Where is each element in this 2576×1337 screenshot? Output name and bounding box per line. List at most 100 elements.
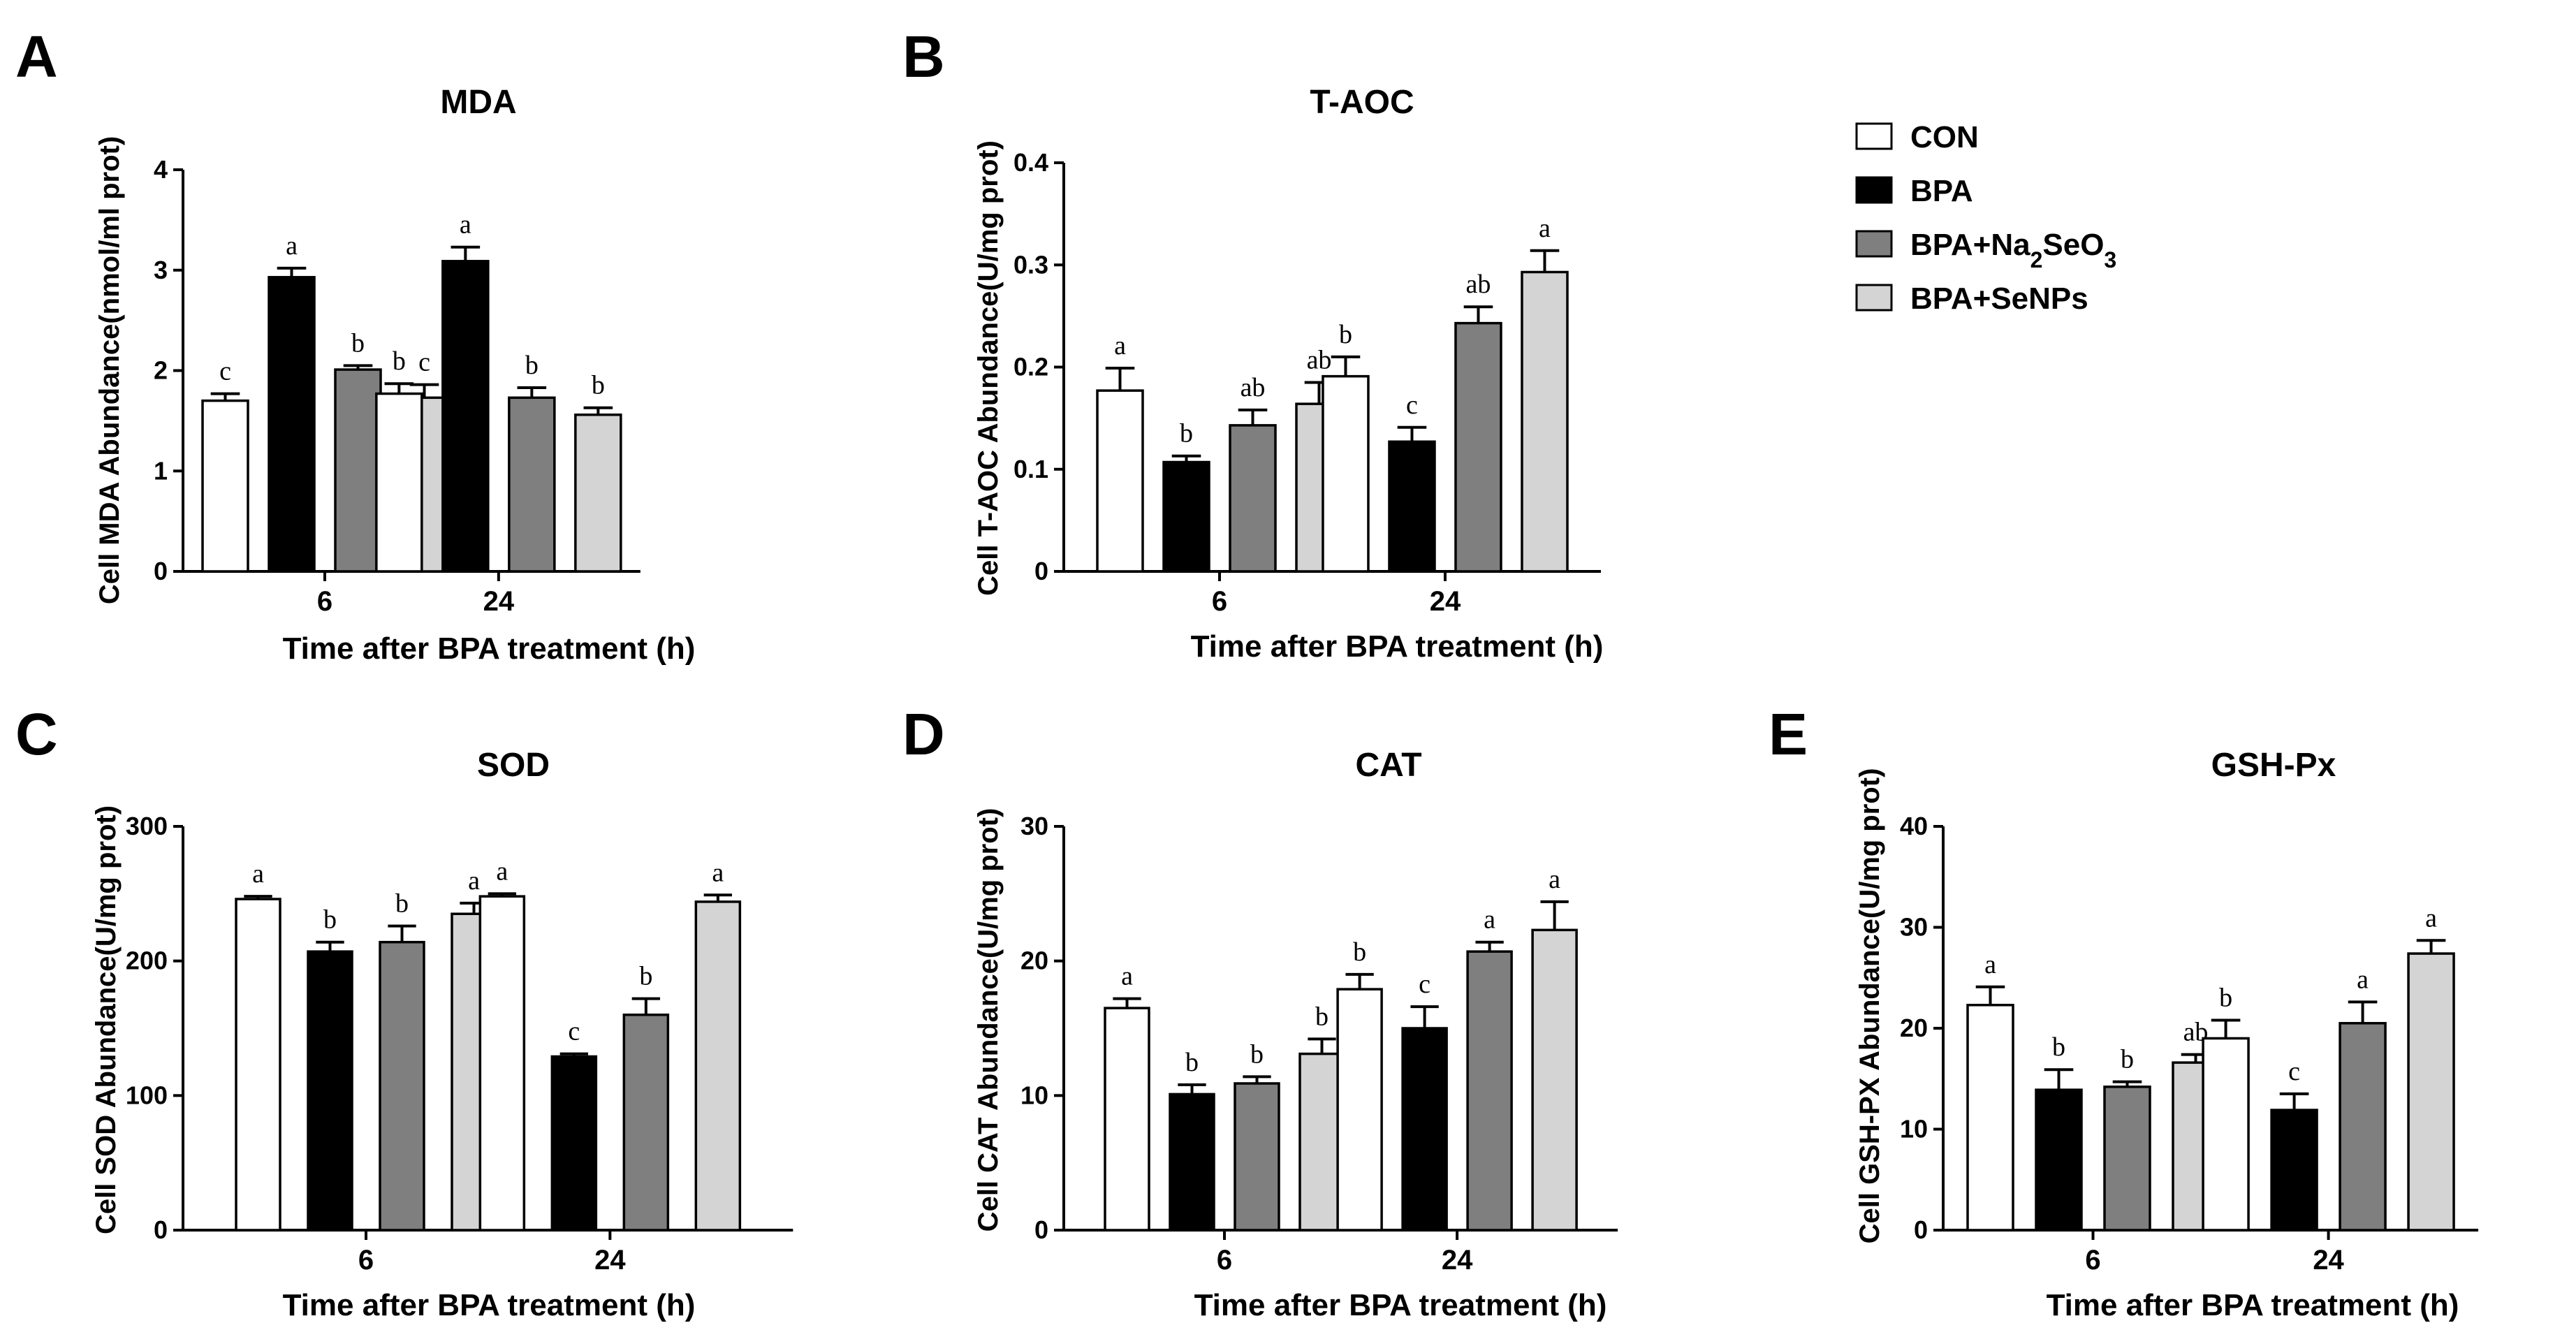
panel-a-y-tick-label: 0 bbox=[154, 557, 168, 585]
panel-e-y-tick-label: 10 bbox=[1900, 1115, 1928, 1144]
panel-a-bar-bpa-senps-24 bbox=[574, 414, 622, 573]
panel-letter-a: A bbox=[15, 24, 58, 89]
panel-a-bar-bpa-24 bbox=[441, 260, 490, 573]
panel-e-bar-bpa-na2seo3-24 bbox=[2339, 1022, 2387, 1232]
panel-b-sig-letter-bpa-na2seo3-6: ab bbox=[1241, 373, 1266, 402]
panel-c-y-axis-label: Cell SOD Abundance(U/mg prot) bbox=[91, 805, 122, 1234]
panel-b-sig-letter-bpa-24: c bbox=[1406, 390, 1418, 420]
panel-d-y-tick-label: 10 bbox=[1020, 1081, 1048, 1109]
panel-b-y-axis-label: Cell T-AOC Abundance(U/mg prot) bbox=[973, 140, 1004, 596]
panel-e-sig-letter-bpa-6: b bbox=[2052, 1032, 2065, 1062]
panel-a-sig-letter-con-24: b bbox=[393, 346, 406, 376]
panel-d-x-tick-label: 24 bbox=[1442, 1245, 1473, 1276]
panel-d-x-tick-label: 6 bbox=[1217, 1245, 1232, 1276]
panel-d-sig-letter-bpa-6: b bbox=[1185, 1048, 1199, 1077]
panel-b-y-tick-label: 0.3 bbox=[1013, 250, 1048, 279]
panel-c-sig-letter-bpa-6: b bbox=[323, 905, 337, 935]
panel-d-plot: 0 10 20 30 6 a b b b 24 b c a a bbox=[1020, 812, 1618, 1276]
panel-c-bar-con-24 bbox=[478, 895, 526, 1232]
panel-d-sig-letter-bpa-senps-6: b bbox=[1315, 1002, 1329, 1031]
panel-a-sig-letter-con-6: c bbox=[219, 357, 231, 386]
legend-label-con: CON bbox=[1910, 120, 1979, 154]
panel-a-y-axis-label: Cell MDA Abundance(nmol/ml prot) bbox=[94, 136, 125, 604]
panel-a-x-tick-label: 6 bbox=[317, 586, 332, 617]
panel-c-sig-letter-bpa-senps-6: a bbox=[468, 866, 480, 896]
panel-b: B T-AOC Cell T-AOC Abundance(U/mg prot) … bbox=[902, 24, 1603, 664]
panel-c-plot: 0 100 200 300 6 a b b a 24 a c b a bbox=[126, 812, 793, 1276]
panel-c-y-tick-label: 300 bbox=[126, 812, 168, 840]
panel-d-bar-bpa-na2seo3-24 bbox=[1466, 950, 1513, 1232]
panel-a-bar-bpa-na2seo3-24 bbox=[508, 396, 556, 573]
panel-c-y-tick-label: 200 bbox=[126, 947, 168, 975]
panel-c-x-tick-label: 6 bbox=[358, 1245, 374, 1276]
panel-b-sig-letter-bpa-6: b bbox=[1180, 419, 1193, 448]
panel-a-bar-bpa-na2seo3-6 bbox=[334, 368, 382, 573]
panel-a-x-axis-label: Time after BPA treatment (h) bbox=[283, 631, 696, 666]
panel-d-bar-bpa-na2seo3-6 bbox=[1234, 1082, 1280, 1232]
legend: CON BPA BPA+Na2SeO3 BPA+SeNPs bbox=[1855, 120, 2116, 316]
panel-c-y-tick-label: 0 bbox=[154, 1215, 168, 1244]
panel-b-x-tick-label: 24 bbox=[1430, 586, 1461, 617]
panel-e-sig-letter-con-6: a bbox=[1984, 950, 1996, 979]
panel-d-sig-letter-bpa-senps-24: a bbox=[1549, 865, 1560, 894]
panel-d-y-tick-label: 20 bbox=[1020, 947, 1048, 975]
panel-e-x-tick-label: 6 bbox=[2085, 1245, 2100, 1276]
panel-b-sig-letter-con-24: b bbox=[1339, 320, 1352, 349]
panel-a-bar-con-6 bbox=[201, 399, 249, 573]
panel-b-x-axis-label: Time after BPA treatment (h) bbox=[1191, 629, 1604, 664]
panel-letter-d: D bbox=[902, 701, 945, 767]
panel-a-y-tick-label: 4 bbox=[154, 155, 168, 184]
panel-d-y-tick-label: 30 bbox=[1020, 812, 1048, 840]
panel-b-bar-bpa-6 bbox=[1162, 460, 1210, 573]
legend-swatch-bpa-senps bbox=[1855, 284, 1893, 312]
panel-c-bar-con-6 bbox=[235, 898, 281, 1232]
panel-a-sig-letter-bpa-24: a bbox=[460, 210, 471, 240]
panel-b-bar-bpa-24 bbox=[1388, 440, 1436, 573]
panel-e: E GSH-Px Cell GSH-PX Abundance(U/mg prot… bbox=[1769, 701, 2479, 1322]
panel-e-y-tick-label: 40 bbox=[1900, 812, 1928, 840]
panel-e-y-tick-label: 20 bbox=[1900, 1014, 1928, 1042]
panel-e-bar-con-6 bbox=[1966, 1004, 2014, 1232]
panel-d-sig-letter-con-24: b bbox=[1353, 937, 1366, 967]
panel-b-bar-bpa-na2seo3-24 bbox=[1454, 321, 1502, 573]
panel-e-title: GSH-Px bbox=[2211, 747, 2336, 784]
panel-c-x-axis-label: Time after BPA treatment (h) bbox=[283, 1288, 696, 1322]
panel-e-sig-letter-bpa-senps-24: a bbox=[2425, 903, 2437, 933]
panel-a-sig-letter-bpa-senps-6: c bbox=[418, 348, 430, 377]
panel-c-sig-letter-con-6: a bbox=[252, 859, 264, 889]
panel-d: D CAT Cell CAT Abundance(U/mg prot) Time… bbox=[902, 701, 1618, 1322]
legend-swatch-con bbox=[1855, 122, 1893, 150]
panel-e-y-axis-label: Cell GSH-PX Abundance(U/mg prot) bbox=[1854, 768, 1885, 1244]
panel-b-bar-bpa-na2seo3-6 bbox=[1229, 424, 1277, 573]
panel-b-bar-con-24 bbox=[1322, 374, 1370, 573]
panel-b-bar-con-6 bbox=[1096, 389, 1144, 573]
panel-d-sig-letter-bpa-na2seo3-6: b bbox=[1250, 1039, 1264, 1069]
panel-a-sig-letter-bpa-na2seo3-24: b bbox=[525, 351, 539, 380]
panel-a-sig-letter-bpa-6: a bbox=[286, 231, 298, 261]
panel-a-x-tick-label: 24 bbox=[483, 586, 515, 617]
panel-e-sig-letter-bpa-na2seo3-6: b bbox=[2121, 1045, 2134, 1074]
panel-e-bar-bpa-senps-24 bbox=[2407, 952, 2455, 1232]
panel-b-y-tick-label: 0 bbox=[1034, 557, 1048, 585]
panel-a-y-tick-label: 3 bbox=[154, 256, 168, 284]
panel-a-y-tick-label: 2 bbox=[154, 356, 168, 385]
panel-c-bar-bpa-na2seo3-24 bbox=[622, 1013, 670, 1232]
panel-d-sig-letter-con-6: a bbox=[1121, 962, 1133, 991]
panel-c-sig-letter-con-24: a bbox=[496, 856, 508, 886]
panel-e-bar-bpa-6 bbox=[2035, 1088, 2083, 1232]
panel-e-sig-letter-con-24: b bbox=[2219, 983, 2232, 1012]
panel-e-bar-bpa-24 bbox=[2270, 1109, 2318, 1232]
panel-e-x-tick-label: 24 bbox=[2313, 1245, 2344, 1276]
panel-d-bar-bpa-senps-24 bbox=[1531, 928, 1578, 1232]
panel-c-sig-letter-bpa-na2seo3-6: b bbox=[395, 889, 409, 919]
panel-c-sig-letter-bpa-24: c bbox=[568, 1017, 580, 1046]
legend-swatch-bpa bbox=[1855, 176, 1893, 204]
panel-d-y-tick-label: 0 bbox=[1034, 1215, 1048, 1244]
panel-c-bar-bpa-24 bbox=[550, 1055, 598, 1232]
panel-d-bar-bpa-6 bbox=[1169, 1093, 1215, 1232]
panel-c-bar-bpa-senps-24 bbox=[694, 900, 742, 1232]
